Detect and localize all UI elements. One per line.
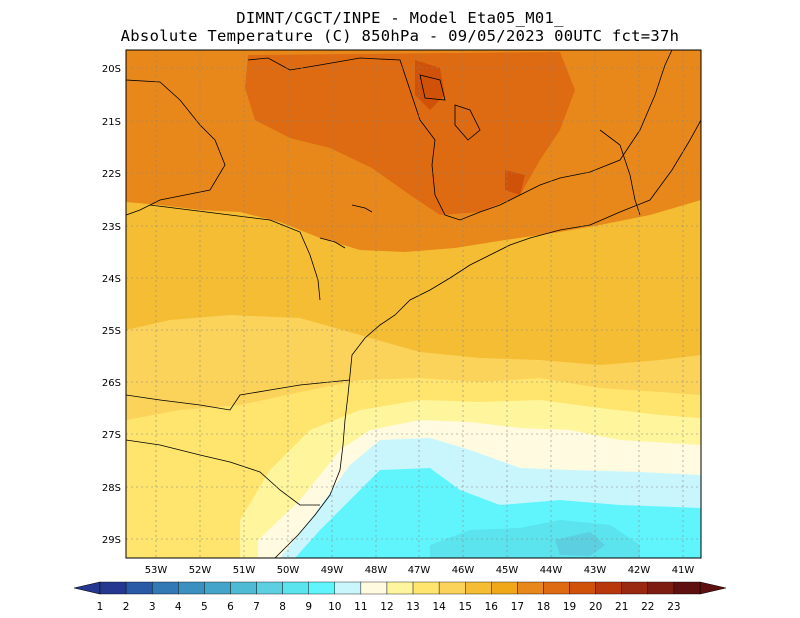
colorbar-label: 11 (354, 601, 367, 613)
colorbar-label: 4 (175, 601, 182, 613)
colorbar: 1 2 3 4 5 6 7 8 9 10 11 12 13 14 15 16 17 18 19 20 21 22 23 (73, 581, 727, 613)
colorbar-arrow-right (699, 581, 727, 595)
lon-tick-label: 52W (189, 565, 212, 576)
lon-tick-label: 42W (628, 565, 651, 576)
lat-tick-label: 20S (102, 64, 121, 75)
state-border-sc-rs (126, 439, 320, 506)
temp-band-7 (555, 532, 605, 556)
lat-tick-label: 22S (102, 169, 121, 180)
colorbar-label: 3 (149, 601, 156, 613)
lon-tick-label: 45W (496, 565, 519, 576)
colorbar-swatch (204, 581, 231, 595)
map-frame (125, 49, 702, 559)
lat-tick-label: 23S (102, 222, 121, 233)
lat-tick-label: 27S (102, 430, 121, 441)
lon-tick-label: 43W (584, 565, 607, 576)
lon-tick-label: 53W (145, 565, 168, 576)
colorbar-label: 6 (227, 601, 234, 613)
lat-tick-label: 28S (102, 483, 121, 494)
political-boundaries (126, 50, 701, 558)
lat-tick-label: 25S (102, 326, 121, 337)
reservoir-4 (351, 204, 373, 213)
lat-axis: 20S 21S 22S 23S 24S 25S 26S 27S 28S 29S (102, 64, 121, 546)
colorbar-swatch (465, 581, 492, 595)
colorbar-arrow-left (73, 581, 101, 595)
temp-band-18 (245, 52, 575, 215)
colorbar-swatch (517, 581, 544, 595)
colorbar-swatch (569, 581, 596, 595)
colorbar-swatch (125, 581, 153, 595)
reservoir-2 (454, 104, 481, 141)
lat-tick-label: 29S (102, 535, 121, 546)
colorbar-swatch (308, 581, 335, 595)
colorbar-swatch (360, 581, 388, 595)
colorbar-swatch (595, 581, 622, 595)
colorbar-label: 22 (641, 601, 654, 613)
colorbar-swatch (543, 581, 570, 595)
state-border-west (126, 79, 226, 216)
colorbar-swatch (230, 581, 257, 595)
colorbar-swatch (386, 581, 414, 595)
colorbar-label: 20 (589, 601, 602, 613)
colorbar-swatch (412, 581, 440, 595)
colorbar-label: 7 (253, 601, 260, 613)
colorbar-swatch (673, 581, 701, 595)
lat-tick-label: 24S (102, 274, 121, 285)
lat-tick-label: 26S (102, 378, 121, 389)
lon-tick-label: 49W (321, 565, 344, 576)
reservoir-1 (419, 74, 446, 101)
colorbar-label: 5 (201, 601, 208, 613)
lon-tick-label: 47W (408, 565, 431, 576)
temp-band-19 (415, 60, 445, 110)
colorbar-label: 9 (305, 601, 312, 613)
colorbar-swatch (647, 581, 675, 595)
colorbar-swatch (99, 581, 127, 595)
colorbar-label: 19 (563, 601, 576, 613)
colorbar-label: 15 (459, 601, 472, 613)
graticule (126, 50, 701, 558)
colorbar-label: 13 (406, 601, 419, 613)
lon-tick-label: 41W (672, 565, 695, 576)
temp-band-19b (505, 170, 525, 195)
colorbar-label: 1 (97, 601, 104, 613)
colorbar-label: 2 (123, 601, 130, 613)
colorbar-label: 14 (432, 601, 446, 613)
reservoir-3 (319, 237, 346, 249)
coastline (274, 119, 701, 558)
colorbar-swatch (334, 581, 362, 595)
colorbar-label: 21 (615, 601, 628, 613)
colorbar-label: 18 (537, 601, 550, 613)
colorbar-swatch (282, 581, 309, 595)
lon-tick-label: 51W (233, 565, 256, 576)
map-title-line2: Absolute Temperature (C) 850hPa - 09/05/… (120, 27, 680, 45)
lon-tick-label: 46W (452, 565, 475, 576)
colorbar-swatch (151, 581, 179, 595)
colorbar-label: 17 (511, 601, 524, 613)
colorbar-label: 8 (279, 601, 286, 613)
colorbar-label: 10 (328, 601, 341, 613)
colorbar-swatch (491, 581, 518, 595)
colorbar-label: 16 (485, 601, 499, 613)
map-title-line1: DIMNT/CGCT/INPE - Model Eta05_M01_ (236, 9, 564, 27)
colorbar-label: 23 (667, 601, 680, 613)
lon-tick-label: 48W (365, 565, 388, 576)
colorbar-swatch (621, 581, 649, 595)
colorbar-swatch (256, 581, 283, 595)
temperature-field (126, 50, 701, 558)
colorbar-swatch (178, 581, 205, 595)
lon-axis: 53W 52W 51W 50W 49W 48W 47W 46W 45W 44W … (145, 565, 695, 576)
lon-tick-label: 44W (540, 565, 563, 576)
colorbar-label: 12 (380, 601, 393, 613)
lon-tick-label: 50W (277, 565, 300, 576)
lat-tick-label: 21S (102, 117, 121, 128)
state-border-sp-pr (149, 204, 321, 301)
state-border-pr-sc (126, 379, 351, 411)
colorbar-swatch (438, 581, 466, 595)
